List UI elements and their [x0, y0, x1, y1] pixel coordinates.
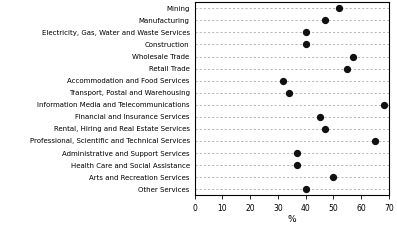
Point	[286, 91, 292, 94]
Point	[316, 115, 323, 119]
Point	[322, 127, 328, 131]
Point	[350, 55, 356, 58]
Point	[303, 31, 309, 34]
X-axis label: %: %	[287, 215, 296, 224]
Point	[303, 43, 309, 46]
Point	[380, 103, 387, 107]
Point	[372, 139, 378, 143]
Point	[336, 7, 342, 10]
Point	[344, 67, 351, 70]
Point	[280, 79, 287, 82]
Point	[330, 175, 337, 179]
Point	[294, 151, 301, 155]
Point	[294, 163, 301, 167]
Point	[303, 187, 309, 191]
Point	[322, 19, 328, 22]
